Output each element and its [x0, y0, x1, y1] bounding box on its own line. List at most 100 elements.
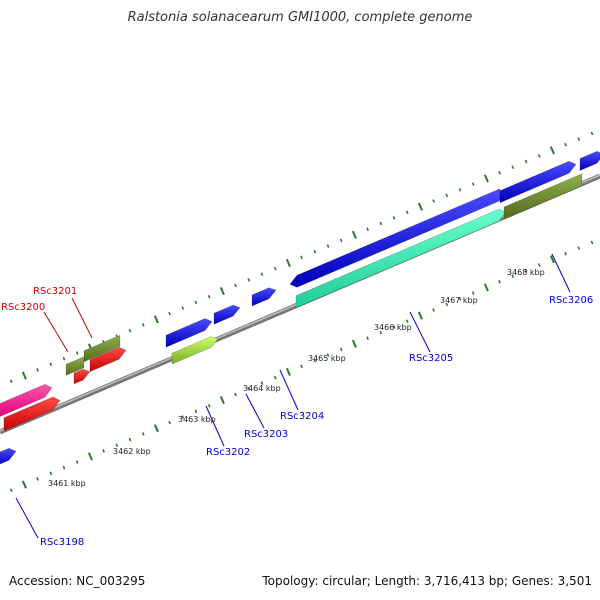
- outer-tick: [141, 323, 145, 327]
- outer-tick: [153, 315, 159, 324]
- outer-tick: [260, 272, 264, 276]
- feature-pink[interactable]: [0, 383, 53, 418]
- inner-tick: [102, 449, 105, 453]
- feature-red-small[interactable]: [73, 368, 91, 385]
- inner-tick: [564, 251, 567, 256]
- feature-rsc3198[interactable]: [0, 447, 17, 466]
- feature-blue-c[interactable]: [499, 160, 577, 204]
- gene-label-rsc3205[interactable]: RSc3205: [409, 353, 453, 364]
- inner-tick: [471, 291, 475, 295]
- outer-tick: [564, 142, 567, 147]
- feature-blue-d[interactable]: [579, 150, 600, 171]
- inner-tick: [483, 283, 489, 292]
- feature-blue-rsc3204[interactable]: [251, 287, 277, 307]
- feature-red-lower[interactable]: [3, 396, 61, 432]
- outer-tick: [285, 258, 291, 268]
- inner-tick: [36, 477, 39, 481]
- outer-tick: [273, 266, 277, 271]
- inner-tick: [577, 246, 581, 250]
- outer-tick: [445, 193, 449, 198]
- scale-label-3464: 3464 kbp: [243, 384, 281, 393]
- outer-tick: [313, 249, 317, 254]
- gene-label-rsc3201[interactable]: RSc3201: [33, 286, 77, 297]
- outer-tick: [498, 171, 501, 175]
- outer-tick: [511, 165, 515, 169]
- outer-tick-row: [9, 131, 594, 384]
- leader-rsc3205: [409, 311, 431, 353]
- feature-red-rsc3200[interactable]: [89, 346, 127, 373]
- leader-rsc3206: [551, 253, 571, 293]
- feature-layer: [0, 150, 600, 466]
- scale-label-3466: 3466 kbp: [374, 323, 412, 332]
- gene-label-rsc3202[interactable]: RSc3202: [206, 447, 250, 458]
- leader-rsc3198: [15, 497, 39, 539]
- inner-tick: [351, 339, 357, 348]
- inner-tick: [141, 432, 145, 436]
- gene-label-rsc3203[interactable]: RSc3203: [244, 429, 288, 440]
- outer-tick: [339, 238, 343, 243]
- outer-tick: [351, 230, 357, 239]
- inner-tick: [62, 465, 66, 470]
- outer-tick: [537, 154, 541, 158]
- scale-label-3463: 3463 kbp: [178, 415, 216, 424]
- inner-tick: [153, 424, 159, 433]
- feature-blue-b[interactable]: [213, 304, 241, 325]
- feature-lime-rsc3202[interactable]: [171, 336, 219, 365]
- scale-label-3462: 3462 kbp: [113, 447, 151, 456]
- inner-tick: [300, 364, 303, 369]
- outer-tick: [62, 356, 66, 361]
- feature-blue-long[interactable]: [289, 188, 501, 288]
- outer-tick: [207, 294, 211, 299]
- outer-tick: [21, 371, 27, 380]
- leader-rsc3202: [205, 405, 225, 447]
- inner-tick: [498, 280, 501, 284]
- inner-tick: [273, 375, 277, 380]
- scale-label-3468: 3468 kbp: [507, 268, 545, 277]
- inner-tick: [219, 396, 225, 405]
- inner-tick: [524, 268, 528, 273]
- outer-tick: [405, 210, 409, 215]
- inner-tick: [260, 381, 264, 385]
- feature-olive-small[interactable]: [65, 356, 85, 376]
- inner-tick: [549, 255, 555, 264]
- scale-label-3467: 3467 kbp: [440, 296, 478, 305]
- inner-tick: [537, 263, 541, 267]
- inner-tick: [21, 480, 27, 489]
- accession-text: Accession: NC_003295: [9, 574, 146, 588]
- outer-tick: [471, 182, 475, 186]
- outer-tick: [300, 255, 303, 260]
- inner-tick: [247, 387, 251, 391]
- inner-tick: [285, 367, 291, 377]
- feature-olive-rsc3206[interactable]: [503, 173, 583, 220]
- feature-olive-rsc3201[interactable]: [83, 334, 121, 363]
- inner-tick: [417, 311, 423, 320]
- outer-tick: [181, 306, 185, 310]
- inner-tick: [194, 409, 198, 414]
- outer-tick: [458, 187, 462, 192]
- outer-tick: [168, 311, 171, 316]
- inner-tick: [445, 302, 449, 307]
- outer-tick: [247, 278, 251, 282]
- outer-tick: [379, 221, 383, 226]
- outer-tick: [590, 131, 594, 136]
- outer-tick: [75, 351, 79, 355]
- inner-tick: [234, 392, 237, 397]
- inner-tick: [590, 240, 594, 245]
- inner-tick: [87, 452, 93, 461]
- inner-tick: [181, 415, 185, 419]
- inner-tick: [49, 471, 53, 476]
- scale-label-3465: 3465 kbp: [308, 354, 346, 363]
- inner-tick: [115, 443, 119, 447]
- gene-label-rsc3200[interactable]: RSc3200: [1, 302, 45, 313]
- gene-label-rsc3206[interactable]: RSc3206: [549, 295, 593, 306]
- feature-teal-rsc3205[interactable]: [295, 208, 507, 309]
- gene-label-rsc3204[interactable]: RSc3204: [280, 411, 324, 422]
- inner-tick: [128, 437, 132, 442]
- outer-tick: [194, 300, 198, 305]
- inner-tick-row: [9, 240, 594, 493]
- feature-blue-a[interactable]: [165, 318, 213, 348]
- inner-tick: [9, 488, 13, 493]
- map-title: Ralstonia solanacearum GMI1000, complete…: [127, 10, 473, 25]
- gene-label-rsc3198[interactable]: RSc3198: [40, 537, 84, 548]
